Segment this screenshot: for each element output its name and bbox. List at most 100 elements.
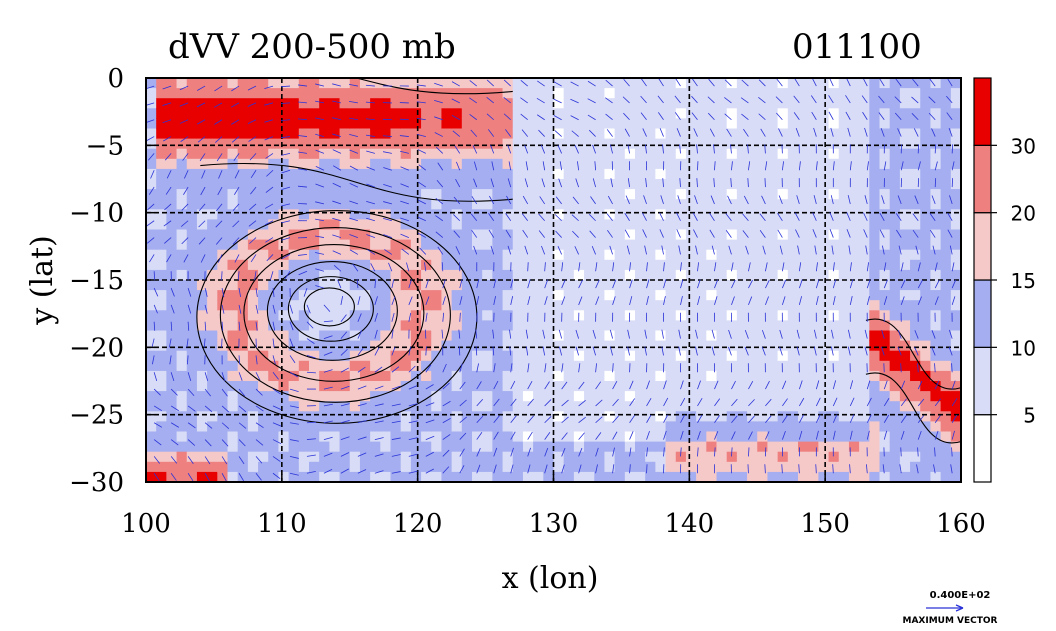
field-cell [635, 78, 646, 89]
field-cell [889, 320, 901, 332]
wind-vector [697, 380, 701, 390]
field-cell [879, 199, 891, 210]
wind-vector [798, 279, 803, 289]
field-cell [431, 189, 443, 200]
field-cell [431, 88, 443, 99]
field-cell [635, 158, 646, 170]
field-cell [910, 168, 921, 180]
field-cell [247, 138, 259, 150]
field-cell [207, 451, 218, 463]
field-cell [696, 209, 707, 220]
field-cell [696, 239, 707, 251]
wind-vector [726, 128, 732, 137]
field-cell [156, 310, 167, 321]
field-cell [624, 471, 636, 482]
field-cell [309, 320, 320, 332]
field-cell [645, 441, 656, 453]
field-cell [512, 209, 524, 220]
field-cell [512, 300, 524, 311]
field-cell [838, 269, 850, 281]
field-cell [258, 310, 269, 321]
field-cell [186, 168, 198, 180]
field-cell [563, 431, 575, 443]
field-cell [146, 128, 157, 140]
field-cell [400, 269, 412, 281]
field-cell [461, 118, 473, 130]
wind-vector [917, 447, 919, 457]
field-cell [522, 310, 534, 321]
field-cell [380, 370, 392, 382]
field-cell [319, 88, 330, 99]
field-cell [146, 108, 157, 119]
field-cell [207, 431, 218, 443]
field-cell [451, 330, 463, 342]
wind-vector [459, 279, 463, 289]
wind-vector [493, 447, 498, 457]
field-cell [716, 269, 728, 281]
field-cell [665, 391, 677, 402]
wind-vector [436, 179, 444, 188]
field-cell [665, 431, 677, 443]
field-cell [645, 461, 656, 473]
field-cell [798, 168, 809, 180]
field-cell [349, 199, 361, 210]
wind-vector [297, 254, 308, 256]
field-cell [787, 78, 799, 89]
wind-vector [609, 245, 613, 255]
field-cell [207, 199, 218, 210]
field-cell [675, 320, 687, 332]
field-cell [309, 158, 320, 170]
field-cell [899, 340, 911, 352]
field-cell [196, 391, 208, 402]
field-cell [380, 108, 392, 119]
field-cell [207, 128, 218, 140]
field-cell [339, 320, 351, 332]
field-cell [472, 168, 483, 180]
field-cell [675, 239, 687, 251]
field-cell [217, 108, 229, 119]
field-cell [747, 441, 758, 453]
field-cell [899, 229, 911, 241]
field-cell [655, 158, 667, 170]
field-cell [828, 269, 840, 281]
field-cell [920, 259, 932, 271]
field-cell [645, 401, 656, 412]
field-cell [227, 391, 239, 402]
field-cell [818, 290, 830, 301]
wind-vector [289, 456, 299, 459]
wind-vector [798, 262, 802, 272]
wind-vector [204, 456, 211, 465]
wind-vector [170, 473, 177, 481]
field-cell [848, 360, 860, 372]
field-cell [309, 78, 320, 89]
field-cell [461, 199, 473, 210]
wind-vector [866, 279, 871, 289]
field-cell [451, 269, 463, 281]
field-cell [706, 158, 718, 170]
field-cell [146, 78, 157, 89]
field-cell [675, 340, 687, 352]
field-cell [889, 421, 901, 433]
field-cell [370, 320, 381, 332]
field-cell [828, 98, 840, 109]
field-cell [747, 148, 758, 160]
field-cell [726, 78, 738, 89]
field-cell [706, 209, 718, 220]
wind-vector [934, 296, 939, 306]
field-cell [451, 239, 463, 251]
field-cell [736, 189, 748, 200]
field-cell [848, 370, 860, 382]
wind-vector [297, 84, 308, 87]
field-cell [339, 179, 351, 190]
wind-vector [238, 321, 241, 331]
field-cell [258, 290, 269, 301]
field-cell [767, 401, 779, 412]
wind-vector [934, 279, 940, 289]
wind-vector [847, 329, 851, 339]
field-cell [196, 280, 208, 291]
field-cell [777, 229, 789, 241]
field-cell [533, 391, 544, 402]
field-cell [665, 350, 677, 362]
field-cell [431, 381, 443, 392]
wind-vector [357, 296, 361, 306]
